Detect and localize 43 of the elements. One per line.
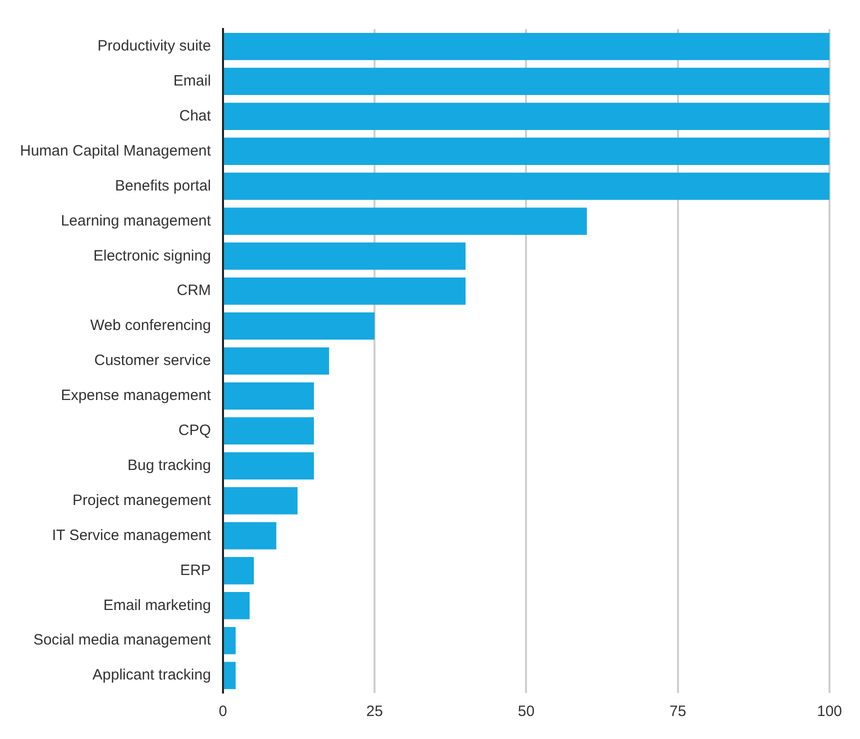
y-tick-label: ERP (180, 562, 211, 579)
y-tick-label: IT Service management (52, 526, 212, 544)
x-tick-label: 75 (670, 703, 686, 720)
bar (224, 172, 830, 200)
y-tick-label: Benefits portal (115, 177, 211, 194)
y-tick-label: Email (173, 72, 211, 90)
y-tick-label: CPQ (178, 422, 211, 440)
bar (224, 452, 314, 480)
y-tick-label: Web conferencing (90, 317, 211, 334)
y-tick-label: Bug tracking (128, 456, 211, 474)
y-tick-label: Electronic signing (93, 247, 211, 264)
x-tick-label: 50 (518, 703, 535, 720)
x-tick-label: 25 (366, 703, 383, 720)
y-tick-label: Project manegement (72, 492, 212, 509)
y-tick-label: Social media management (33, 632, 212, 649)
bar (224, 417, 314, 445)
y-tick-label: Customer service (94, 352, 211, 370)
y-tick-label: Applicant tracking (92, 666, 211, 684)
bar (224, 277, 466, 305)
bar (224, 592, 250, 620)
y-tick-label: Productivity suite (98, 38, 211, 55)
bar (224, 347, 330, 375)
x-tick-label: 100 (816, 703, 842, 720)
bar (224, 242, 466, 270)
bar (224, 382, 314, 410)
y-tick-label: Expense management (60, 387, 212, 404)
bar (224, 312, 375, 340)
x-tick-label: 0 (218, 703, 228, 720)
y-tick-label: Learning management (60, 212, 212, 230)
y-tick-label: Human Capital Management (20, 142, 212, 160)
bar (224, 138, 830, 165)
bar (224, 68, 830, 96)
bar (224, 32, 830, 60)
bar (224, 662, 236, 690)
bar (224, 102, 830, 130)
bar (224, 208, 587, 235)
bar (224, 626, 236, 654)
bar (224, 487, 298, 514)
y-tick-label: CRM (176, 282, 211, 300)
y-tick-label: Chat (179, 108, 212, 125)
bar (224, 522, 276, 550)
bar (224, 557, 254, 584)
y-tick-label: Email marketing (103, 596, 211, 614)
